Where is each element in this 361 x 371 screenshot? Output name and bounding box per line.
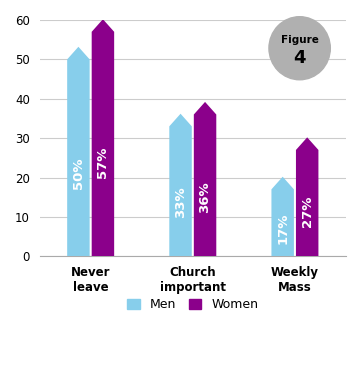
Polygon shape [271, 177, 294, 256]
Text: 4: 4 [293, 49, 306, 66]
Polygon shape [169, 114, 192, 256]
Polygon shape [67, 47, 90, 256]
Polygon shape [194, 102, 216, 256]
Text: 33%: 33% [174, 186, 187, 217]
Polygon shape [92, 19, 114, 256]
Text: 50%: 50% [72, 158, 85, 189]
Text: 27%: 27% [301, 196, 314, 227]
Legend: Men, Women: Men, Women [122, 293, 263, 316]
Text: 17%: 17% [276, 213, 289, 244]
Text: 57%: 57% [96, 146, 109, 178]
Polygon shape [296, 137, 318, 256]
Text: 36%: 36% [199, 181, 212, 213]
Text: Figure: Figure [281, 35, 318, 45]
